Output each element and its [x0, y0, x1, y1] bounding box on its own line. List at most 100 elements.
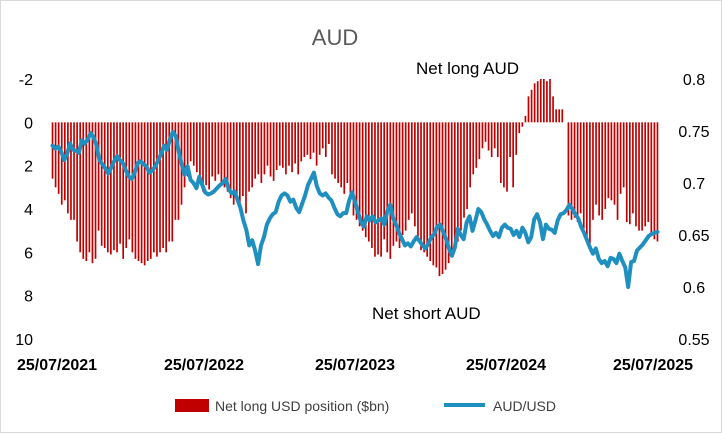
bar: [500, 122, 502, 183]
right-tick-label: 0.75: [678, 124, 709, 141]
bar: [410, 122, 413, 214]
bar: [324, 122, 327, 157]
bar: [478, 122, 481, 160]
bar: [358, 122, 361, 227]
bar: [119, 122, 121, 244]
x-tick-label: 25/07/2025: [613, 357, 693, 374]
bar: [592, 122, 594, 220]
bar: [346, 122, 349, 183]
bar: [619, 122, 622, 194]
bar: [493, 122, 496, 149]
bar: [251, 122, 253, 188]
bar: [644, 122, 647, 227]
bar: [355, 122, 358, 220]
bar: [343, 122, 346, 194]
bar: [512, 122, 514, 188]
bar: [635, 122, 637, 227]
bar: [340, 122, 343, 188]
bar: [183, 122, 186, 188]
bar: [220, 122, 223, 183]
bar: [632, 122, 634, 214]
bar: [395, 122, 398, 242]
bar: [567, 122, 570, 216]
bar: [214, 122, 217, 181]
x-tick-label: 25/07/2024: [466, 357, 546, 374]
bar: [361, 122, 364, 231]
bar: [79, 122, 82, 253]
bar: [199, 122, 201, 183]
x-tick-label: 25/07/2023: [315, 357, 395, 374]
bar: [426, 122, 429, 257]
bar: [653, 122, 656, 240]
bar: [423, 122, 425, 253]
bar: [598, 122, 600, 216]
bar: [582, 122, 585, 229]
bar: [450, 122, 453, 257]
bar: [309, 122, 312, 160]
bar: [432, 122, 435, 266]
bar: [137, 122, 140, 261]
bar: [595, 122, 597, 205]
bar: [60, 122, 63, 205]
bar: [122, 122, 125, 259]
bar: [281, 122, 284, 168]
bar: [318, 122, 321, 155]
left-tick-label: 8: [24, 289, 33, 306]
bar: [168, 122, 171, 242]
bar: [146, 122, 149, 261]
bar: [217, 122, 220, 175]
bar: [506, 122, 508, 192]
bar: [254, 122, 257, 179]
bar: [76, 122, 78, 242]
legend-bar-swatch: [175, 399, 209, 412]
bar: [174, 122, 177, 220]
bar: [131, 122, 134, 253]
bar: [435, 122, 438, 268]
bar: [570, 122, 573, 220]
bar: [527, 96, 530, 123]
bar: [383, 122, 386, 240]
right-tick-label: 0.65: [678, 228, 709, 245]
bar: [401, 122, 404, 235]
bar: [496, 122, 499, 157]
net-long-usd-bars: [51, 79, 659, 277]
bar: [57, 122, 60, 194]
bar: [337, 122, 339, 183]
bar: [73, 122, 75, 220]
bar: [460, 122, 462, 231]
bar: [285, 122, 287, 175]
bar: [398, 122, 401, 248]
bar: [380, 122, 382, 257]
bar: [106, 122, 109, 253]
bar: [438, 122, 441, 277]
legend-bar-label: Net long USD position ($bn): [215, 398, 389, 414]
bar: [607, 122, 610, 199]
bar: [248, 122, 250, 192]
bar: [457, 122, 459, 242]
bar: [628, 122, 631, 225]
bar: [171, 122, 174, 242]
bar: [371, 122, 373, 248]
bar: [245, 122, 247, 214]
bar: [386, 122, 389, 253]
bar: [616, 122, 619, 220]
bar: [552, 96, 554, 123]
bar: [88, 122, 91, 253]
bar: [328, 122, 330, 144]
right-tick-label: 0.55: [678, 332, 709, 349]
bar: [312, 122, 315, 153]
bar: [561, 109, 564, 123]
bar: [472, 122, 475, 175]
annotation-net-short: Net short AUD: [372, 304, 481, 323]
bar: [54, 122, 57, 188]
bar: [487, 122, 490, 151]
bar: [100, 122, 103, 246]
bar: [447, 122, 450, 264]
bar: [70, 122, 72, 220]
legend-line-label: AUD/USD: [493, 398, 556, 414]
bar: [585, 122, 588, 242]
bar: [294, 122, 296, 164]
bar: [625, 122, 628, 222]
aud-usd-line: [50, 130, 660, 289]
